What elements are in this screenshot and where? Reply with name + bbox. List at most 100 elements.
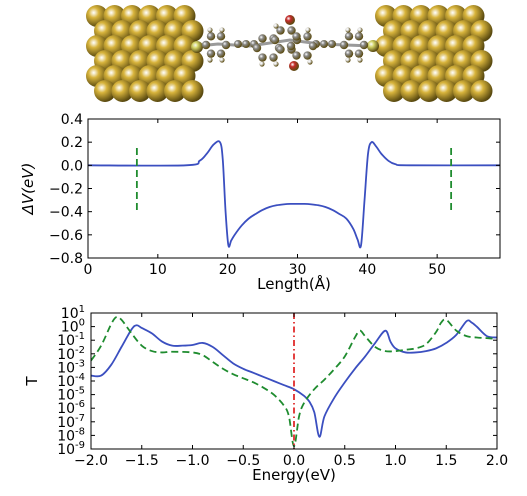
carbon-atom (328, 40, 336, 48)
molecule-image (86, 5, 493, 102)
hydrogen-atom (207, 27, 213, 33)
x-tick-label: 50 (428, 262, 446, 278)
oxygen-atom (285, 15, 295, 25)
x-tick-label: 30 (289, 262, 307, 278)
y-tick-label: 10-4 (57, 372, 85, 390)
carbon-atom (339, 40, 349, 50)
y-tick-label: 10-1 (57, 331, 85, 349)
carbon-atom (287, 26, 296, 35)
x-axis-label: Length(Å) (257, 274, 331, 293)
phenyl-ring (339, 32, 369, 58)
y-axis-label: T (23, 376, 41, 387)
phenyl-ring (201, 32, 231, 58)
carbon-atom (201, 40, 211, 50)
hydrogen-atom (345, 27, 351, 33)
hydrogen-atom (305, 27, 311, 33)
x-tick-label: 10 (149, 262, 167, 278)
carbon-atom (258, 53, 267, 62)
series-line-0 (91, 319, 497, 438)
x-tick-label: 0.5 (334, 453, 356, 469)
sulfur-atom (367, 40, 379, 52)
gold-atom (94, 80, 116, 102)
carbon-atom (242, 40, 250, 48)
left-gold-electrode (86, 5, 204, 102)
y-tick-label: 10-5 (57, 386, 85, 404)
x-tick-label: 2.0 (486, 453, 508, 469)
potential-chart: 0 10 20 30 40 50 0.4 0.2 0.0 −0.2 −0.4 −0.6 −0.8 Leng… (19, 112, 501, 293)
carbon-atom (303, 32, 312, 41)
x-axis-label: Energy(eV) (252, 466, 336, 484)
y-tick-label: 0.0 (61, 158, 83, 174)
series-line-0 (88, 140, 500, 249)
carbon-atom (308, 41, 318, 51)
x-tick-label: −1.5 (125, 453, 159, 469)
x-tick-label: 20 (219, 262, 237, 278)
hydrogen-atom (345, 57, 351, 63)
sulfur-atom (191, 41, 203, 53)
gold-atom (435, 80, 458, 102)
carbon-atom (234, 40, 242, 48)
y-tick-label: −0.4 (49, 205, 83, 221)
x-tick-label: −1.0 (176, 453, 210, 469)
y-tick-label: 10-8 (57, 426, 85, 444)
hydrogen-atom (259, 61, 265, 67)
gold-atom (400, 80, 423, 102)
gold-atom (453, 80, 475, 102)
hydrogen-atom (357, 57, 363, 63)
carbon-atom (344, 32, 354, 41)
x-tick-label: 1.5 (435, 453, 457, 469)
carbon-atom (258, 34, 267, 43)
hydrogen-atom (207, 57, 213, 63)
y-tick-label: 10-2 (57, 345, 85, 363)
carbon-atom (206, 32, 216, 41)
y-tick-label: 10-9 (57, 440, 85, 458)
hydrogen-atom (219, 57, 225, 63)
carbon-atom (206, 49, 216, 58)
hydrogen-atom (273, 61, 279, 67)
carbon-atom (270, 35, 280, 45)
carbon-atom (216, 49, 226, 58)
gold-atom (164, 80, 186, 102)
y-tick-label: 100 (61, 318, 85, 336)
hydrogen-atom (307, 59, 313, 65)
y-tick-label: 0.4 (61, 112, 83, 128)
y-axis-label: ΔV(eV) (19, 163, 37, 216)
series-group (91, 313, 497, 449)
gold-atom (111, 80, 134, 102)
core-ring (286, 32, 318, 60)
right-gold-electrode (375, 5, 493, 102)
x-tick-label: 0.0 (283, 453, 305, 469)
carbon-atom (320, 40, 328, 48)
carbon-atom (216, 32, 226, 41)
hydrogen-atom (219, 27, 225, 33)
carbon-atom (269, 53, 278, 62)
carbon-atom (276, 45, 285, 54)
x-tick-label: 1.0 (384, 453, 406, 469)
y-tick-label: 10-6 (57, 399, 85, 417)
carbon-atom (303, 51, 312, 60)
gold-atom (418, 80, 440, 102)
y-tick-label: −0.8 (49, 251, 83, 267)
hydrogen-atom (357, 27, 363, 33)
transmission-chart: −2.0 −1.5 −1.0 −0.5 0.0 0.5 1.0 1.5 2.010110010-… (23, 304, 508, 484)
carbon-atom (354, 32, 364, 41)
molecule-chain (191, 15, 379, 71)
carbon-atom (276, 26, 285, 35)
gold-atom (383, 80, 405, 102)
gold-atom (146, 80, 169, 102)
carbon-atom (359, 40, 369, 50)
oxygen-atom (289, 61, 299, 71)
carbon-atom (292, 51, 301, 60)
y-tick-label: 10-3 (57, 358, 85, 376)
y-tick-label: 0.2 (61, 135, 83, 151)
y-tick-label: 101 (61, 304, 85, 322)
carbon-atom (221, 40, 231, 50)
y-tick-label: −0.6 (49, 228, 83, 244)
series-line-1 (91, 315, 497, 448)
gold-atom (181, 80, 204, 102)
gold-atom (470, 80, 493, 102)
y-tick-label: −0.2 (49, 182, 83, 198)
carbon-atom (252, 43, 262, 53)
carbon-atom (292, 32, 301, 41)
